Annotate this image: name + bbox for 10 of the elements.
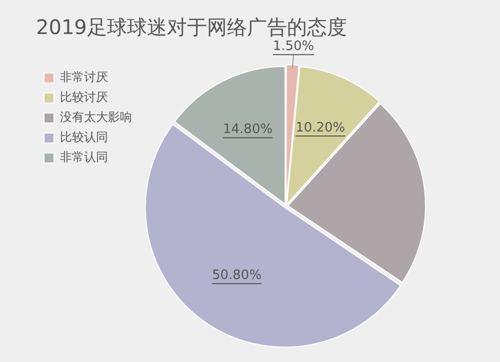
data-label: 1.50% — [272, 39, 314, 54]
legend-label: 比较认同 — [60, 130, 108, 144]
data-label: 50.80% — [212, 268, 262, 283]
chart-title: 2019足球球迷对于网络广告的态度 — [35, 14, 348, 39]
legend-label: 非常认同 — [60, 150, 108, 164]
legend-label: 非常讨厌 — [60, 70, 108, 84]
data-label: 10.20% — [296, 120, 346, 136]
data-label: 14.80% — [222, 122, 273, 138]
legend-label: 比较讨厌 — [60, 90, 108, 104]
legend-label: 没有太大影响 — [60, 110, 132, 124]
